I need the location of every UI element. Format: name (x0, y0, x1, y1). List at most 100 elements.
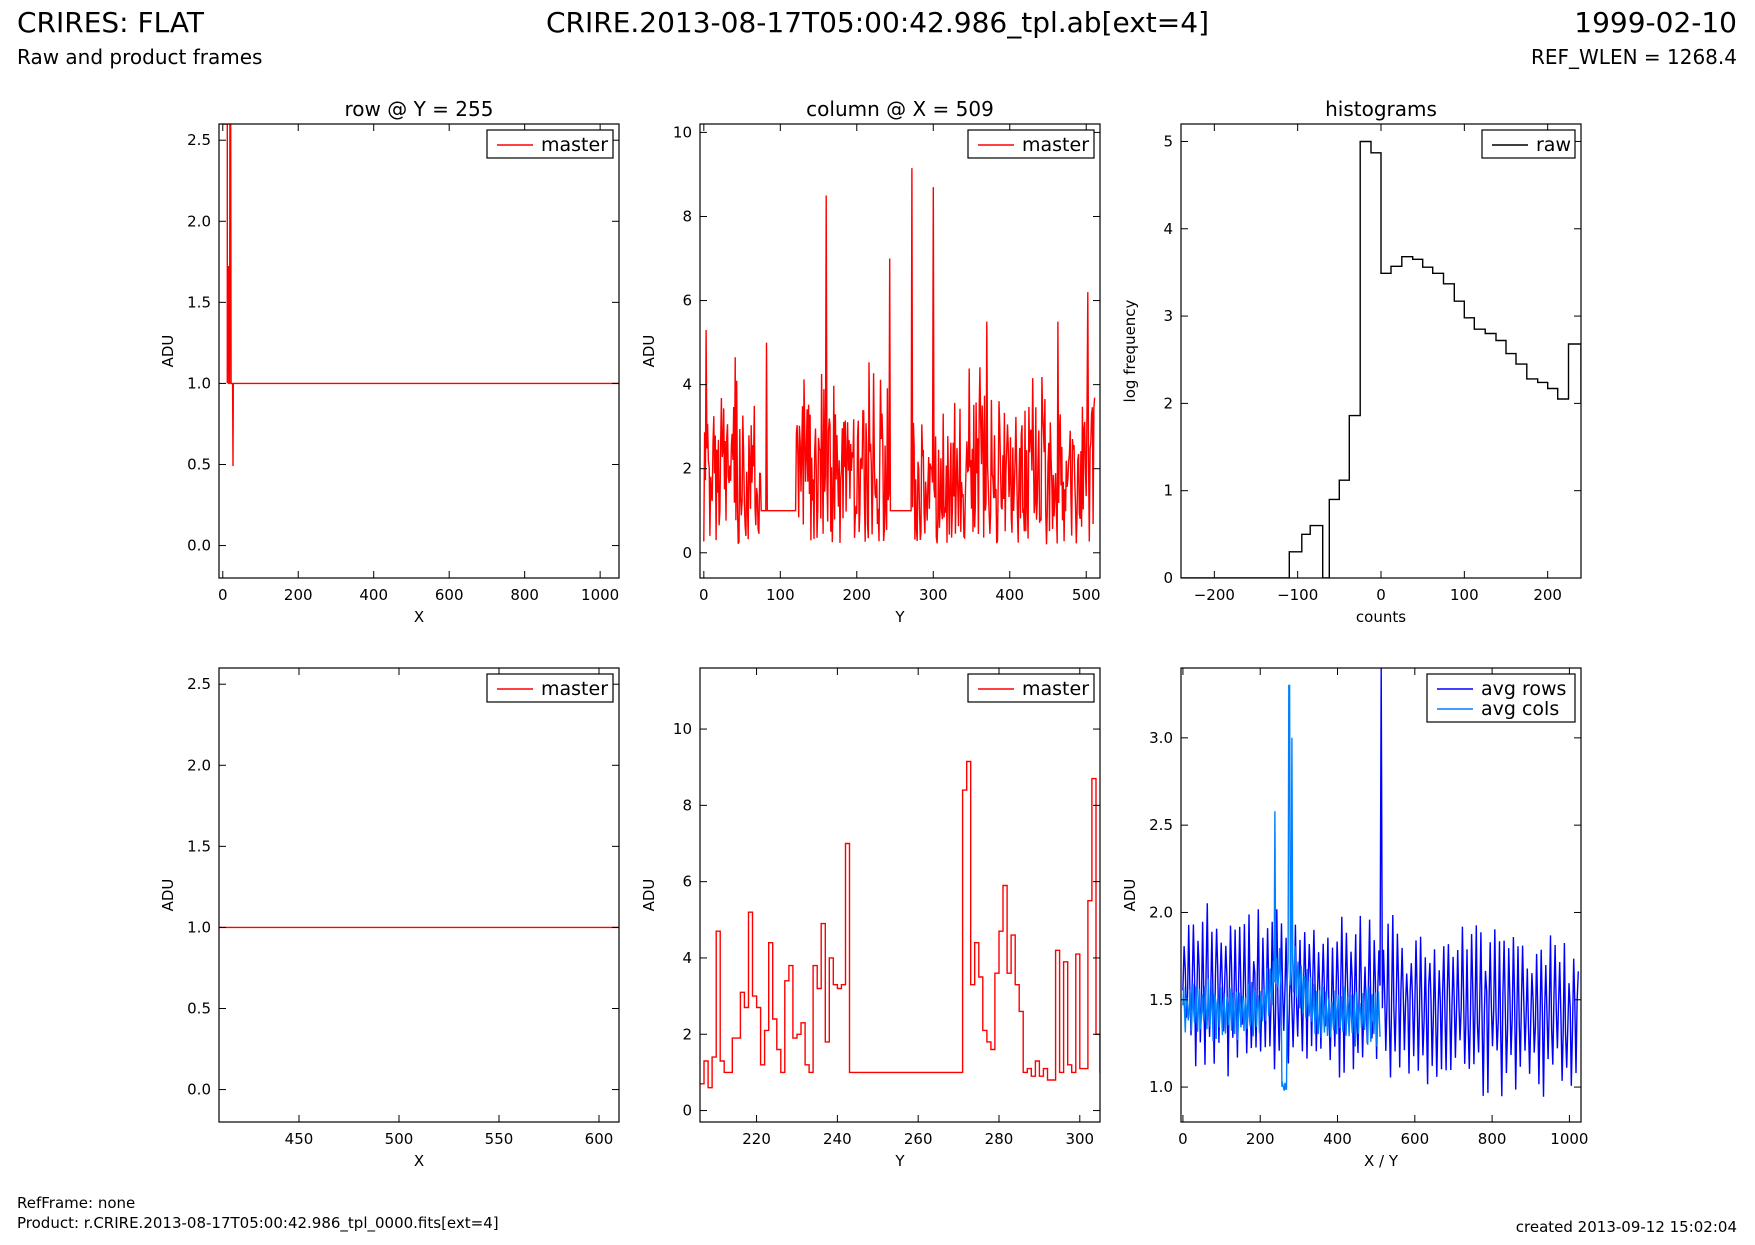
legend: master (967, 129, 1095, 159)
y-tick-label: 3 (1163, 307, 1173, 325)
x-tick-label: 100 (766, 586, 795, 604)
series-line-master (222, 124, 619, 467)
x-tick-label: 260 (904, 1130, 933, 1148)
y-tick-label: 4 (1163, 220, 1173, 238)
y-tick-label: 0.0 (187, 537, 211, 555)
x-tick-label: 800 (510, 586, 539, 604)
y-tick-label: 2.0 (187, 212, 211, 230)
y-tick-label: 2.5 (187, 675, 211, 693)
x-tick-label: 550 (485, 1130, 514, 1148)
y-axis-label: ADU (640, 335, 658, 368)
x-tick-label: 600 (435, 586, 464, 604)
series-line-master (700, 760, 1100, 1089)
x-tick-label: 600 (1400, 1130, 1429, 1148)
y-tick-label: 4 (682, 949, 692, 967)
x-tick-label: 280 (985, 1130, 1014, 1148)
x-tick-label: 600 (585, 1130, 614, 1148)
legend-label: master (541, 678, 608, 700)
x-axis-label: Y (894, 1152, 905, 1170)
y-tick-label: 2 (682, 1025, 692, 1043)
y-tick-label: 4 (682, 376, 692, 394)
x-axis-label: X (414, 1152, 424, 1170)
y-axis-label: ADU (640, 879, 658, 912)
x-tick-label: 450 (285, 1130, 314, 1148)
legend-label: avg cols (1481, 698, 1559, 720)
y-tick-label: 2.0 (187, 756, 211, 774)
legend-label: master (1022, 678, 1089, 700)
axes-frame (218, 123, 620, 579)
ref-frame-label: RefFrame: none (17, 1194, 136, 1212)
x-axis-label: X (414, 608, 424, 626)
chart-panel-5: 220 240 260 280 300 0 2 4 6 8 10 Y ADU master (640, 667, 1101, 1170)
chart-panel-2: 0 100 200 300 400 500 0 2 4 6 8 10 column @ X = 509 Y… (640, 97, 1101, 626)
y-tick-label: 2.5 (187, 131, 211, 149)
legend: master (967, 673, 1095, 703)
y-tick-label: 10 (673, 720, 692, 738)
axes-frame (218, 667, 620, 1123)
x-tick-label: −200 (1194, 586, 1235, 604)
x-tick-label: −100 (1277, 586, 1318, 604)
x-tick-label: 0 (218, 586, 228, 604)
date-label: 1999-02-10 (1574, 6, 1737, 39)
y-axis-label: ADU (1121, 879, 1139, 912)
y-tick-label: 0 (682, 1102, 692, 1120)
y-tick-label: 3.0 (1149, 729, 1173, 747)
y-tick-label: 1.5 (187, 293, 211, 311)
chart-title: histograms (1325, 97, 1437, 121)
y-tick-label: 5 (1163, 132, 1173, 150)
y-axis-label: ADU (159, 879, 177, 912)
x-tick-label: 500 (1072, 586, 1101, 604)
x-tick-label: 800 (1478, 1130, 1507, 1148)
y-tick-label: 2.5 (1149, 816, 1173, 834)
y-tick-label: 1.0 (187, 374, 211, 392)
x-tick-label: 240 (823, 1130, 852, 1148)
x-tick-label: 400 (995, 586, 1024, 604)
x-tick-label: 200 (842, 586, 871, 604)
legend-label: master (541, 134, 608, 156)
y-tick-label: 0 (1163, 569, 1173, 587)
y-tick-label: 0.5 (187, 1000, 211, 1018)
axes-frame (699, 123, 1101, 579)
axes-frame (699, 667, 1101, 1123)
y-tick-label: 1.0 (187, 918, 211, 936)
x-tick-label: 200 (1246, 1130, 1275, 1148)
y-axis-label: ADU (159, 335, 177, 368)
y-tick-label: 6 (682, 292, 692, 310)
y-tick-label: 1.0 (1149, 1078, 1173, 1096)
y-tick-label: 1.5 (1149, 991, 1173, 1009)
y-tick-label: 8 (682, 796, 692, 814)
y-tick-label: 2 (682, 460, 692, 478)
y-tick-label: 2.0 (1149, 903, 1173, 921)
page-title: CRIRES: FLAT (17, 6, 204, 39)
y-tick-label: 0.5 (187, 456, 211, 474)
chart-title: row @ Y = 255 (345, 97, 494, 121)
axes-frame (1180, 667, 1582, 1123)
file-name: CRIRE.2013-08-17T05:00:42.986_tpl.ab[ext… (545, 6, 1209, 39)
x-tick-label: 1000 (581, 586, 619, 604)
x-tick-label: 400 (359, 586, 388, 604)
legend: master (486, 673, 614, 703)
x-tick-label: 200 (284, 586, 313, 604)
legend: master (486, 129, 614, 159)
x-tick-label: 400 (1323, 1130, 1352, 1148)
series-line-avg-rows (1182, 668, 1579, 1097)
legend: raw (1481, 129, 1576, 159)
y-tick-label: 8 (682, 207, 692, 225)
product-label: Product: r.CRIRE.2013-08-17T05:00:42.986… (17, 1214, 499, 1232)
chart-panel-6: 0 200 400 600 800 1000 1.0 1.5 2.0 2.5 3.0 X / Y ADU… (1121, 667, 1588, 1170)
x-tick-label: 200 (1533, 586, 1562, 604)
y-axis-label: log frequency (1121, 299, 1139, 402)
x-tick-label: 500 (385, 1130, 414, 1148)
x-axis-label: X / Y (1364, 1152, 1399, 1170)
ref-wlen-label: REF_WLEN = 1268.4 (1530, 45, 1737, 69)
x-tick-label: 0 (699, 586, 709, 604)
x-tick-label: 300 (919, 586, 948, 604)
chart-panel-3: −200 −100 0 100 200 0 1 2 3 4 5 histograms counts log… (1121, 97, 1582, 626)
x-tick-label: 0 (1376, 586, 1386, 604)
chart-panel-1: 0 200 400 600 800 1000 0.0 0.5 1.0 1.5 2.0 2.5 row @… (159, 97, 620, 626)
y-tick-label: 1 (1163, 482, 1173, 500)
x-axis-label: counts (1356, 608, 1406, 626)
series-line-master (703, 168, 1096, 545)
